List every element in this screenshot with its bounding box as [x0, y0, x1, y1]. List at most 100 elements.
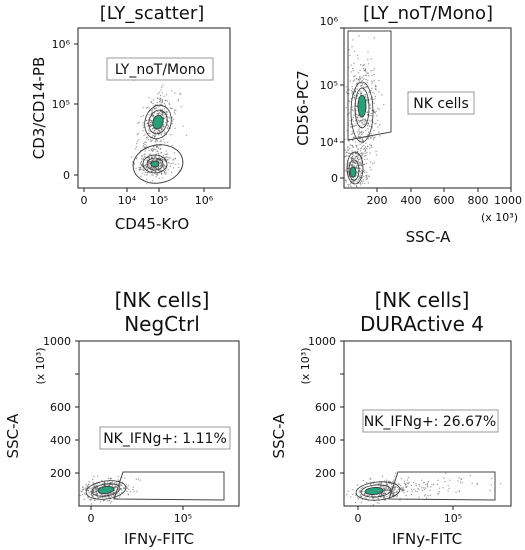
event-dot — [361, 182, 364, 184]
event-dot — [160, 172, 163, 174]
event-dot — [146, 172, 148, 174]
event-dot — [359, 131, 361, 133]
event-dot — [362, 119, 364, 122]
event-dot — [344, 179, 347, 181]
panel1-gate-ellipse — [132, 144, 184, 184]
event-dot — [160, 86, 163, 88]
panel4-y-tick: 600 — [315, 401, 336, 414]
event-dot — [147, 122, 149, 125]
event-dot — [362, 86, 365, 88]
event-dot — [140, 161, 143, 163]
event-dot — [143, 154, 145, 156]
event-dot — [357, 158, 359, 160]
event-dot — [367, 128, 369, 130]
event-dot — [381, 94, 383, 96]
event-dot — [145, 141, 148, 143]
event-dot — [121, 484, 123, 487]
event-dot — [152, 134, 154, 137]
event-dot — [433, 483, 435, 486]
event-dot — [405, 494, 407, 497]
panel1-gate-label: LY_noT/Mono — [106, 57, 214, 81]
event-dot — [360, 165, 363, 167]
event-dot — [164, 171, 166, 173]
event-dot — [347, 152, 349, 154]
event-dot — [162, 159, 164, 161]
event-dot — [153, 167, 156, 170]
event-dot — [167, 161, 169, 164]
event-dot — [156, 140, 159, 142]
event-dot — [148, 114, 150, 116]
event-dot — [365, 179, 367, 181]
event-dot — [358, 161, 360, 164]
event-dot — [101, 494, 103, 496]
event-dot — [182, 125, 184, 127]
event-dot — [165, 112, 167, 114]
event-dot — [363, 170, 365, 173]
event-dot — [155, 168, 158, 170]
event-dot — [372, 504, 374, 506]
event-dot — [374, 95, 376, 98]
panel4-y-ticks: 1000 600 400 200 — [308, 335, 344, 480]
event-dot — [364, 494, 366, 496]
event-dot — [371, 163, 374, 165]
event-dot — [174, 157, 176, 159]
event-dot — [359, 69, 361, 72]
event-dot — [347, 170, 349, 173]
event-dot — [349, 54, 351, 57]
event-dot — [156, 101, 159, 104]
event-dot — [377, 107, 379, 110]
event-dot — [373, 109, 375, 112]
event-dot — [90, 498, 92, 500]
event-dot — [160, 99, 162, 101]
event-dot — [460, 478, 463, 481]
event-dot — [166, 100, 169, 102]
event-dot — [361, 79, 363, 82]
event-dot — [163, 132, 165, 135]
event-dot — [151, 156, 153, 159]
event-dot — [375, 85, 377, 88]
event-dot — [143, 134, 145, 137]
event-dot — [344, 138, 346, 141]
event-dot — [349, 80, 351, 82]
event-dot — [391, 495, 394, 497]
event-dot — [458, 477, 460, 479]
event-dot — [161, 99, 163, 101]
event-dot — [383, 489, 385, 491]
event-dot — [167, 124, 169, 127]
event-dot — [363, 169, 366, 171]
event-dot — [359, 161, 362, 163]
event-dot — [157, 106, 159, 108]
event-dot — [437, 493, 440, 495]
event-dot — [147, 163, 150, 165]
event-dot — [379, 135, 381, 137]
event-dot — [352, 120, 355, 122]
event-dot — [353, 154, 355, 157]
event-dot — [86, 485, 89, 487]
event-dot — [164, 117, 166, 120]
event-dot — [380, 482, 383, 484]
event-dot — [168, 102, 170, 104]
event-dot — [388, 487, 390, 489]
event-dot — [86, 486, 89, 488]
event-dot — [373, 80, 375, 82]
event-dot — [364, 182, 366, 185]
event-dot — [375, 88, 377, 91]
event-dot — [174, 92, 176, 94]
event-dot — [393, 488, 395, 490]
panel4-gate-label-text: NK_IFNg+: 26.67% — [364, 414, 496, 430]
event-dot — [385, 487, 388, 489]
event-dot — [359, 494, 362, 496]
event-dot — [142, 115, 145, 117]
event-dot — [84, 492, 86, 494]
event-dot — [96, 496, 99, 498]
event-dot — [425, 487, 427, 489]
event-dot — [140, 168, 142, 171]
event-dot — [88, 481, 90, 483]
panel1-y-label: CD3/CD14-PB — [30, 57, 48, 159]
event-dot — [171, 122, 173, 125]
event-dot — [402, 486, 404, 489]
event-dot — [384, 499, 386, 501]
panel4-title: [NK cells] — [375, 288, 470, 312]
panel-nk-negctrl: [NK cells] NegCtrl NK_IFNg+: 1.11% 1000 … — [4, 288, 240, 548]
event-dot — [362, 152, 364, 154]
